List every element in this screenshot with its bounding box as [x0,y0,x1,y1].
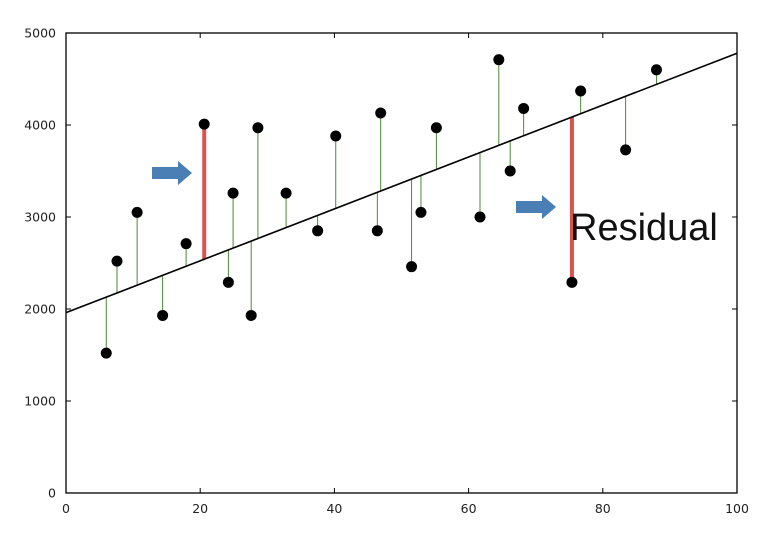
data-point [227,187,239,199]
x-axis-layer: 0 20 40 60 80 100 [62,33,749,516]
data-point [330,130,342,142]
y-tick-label: 0 [48,486,56,501]
data-point [180,238,192,250]
data-point [430,122,442,134]
data-point [504,165,516,177]
data-point [252,122,264,134]
data-point [222,276,234,288]
data-point [280,187,292,199]
data-point [406,261,418,273]
y-tick-label: 4000 [24,118,56,133]
data-point [650,64,662,76]
y-tick-label: 5000 [24,26,56,41]
y-tick-label: 3000 [24,210,56,225]
data-point [375,107,387,119]
data-point [620,144,632,156]
plot-frame [65,32,738,494]
data-point [493,54,505,66]
x-tick-label: 0 [62,501,70,516]
data-point [157,309,169,321]
data-point [198,118,210,130]
data-point [245,309,257,321]
regression-line [65,52,738,314]
data-point [100,347,112,359]
data-point [131,206,143,218]
x-tick-label: 40 [326,501,342,516]
data-point [566,276,578,288]
data-point [312,225,324,237]
x-tick-label: 100 [725,501,749,516]
arrow-pointer-icon [152,161,192,185]
y-tick-label: 2000 [24,302,56,317]
y-tick-label: 1000 [24,394,56,409]
x-tick-label: 20 [192,501,208,516]
data-point [474,211,486,223]
regression-line-layer [65,52,738,314]
plot-frame-layer [65,32,738,494]
data-point [575,85,587,97]
annotation-layer: Residual [152,161,718,249]
data-point [415,206,427,218]
data-point [111,255,123,267]
data-points-layer [100,54,662,359]
data-point [518,102,530,114]
x-tick-label: 60 [461,501,477,516]
x-tick-label: 80 [595,501,611,516]
y-axis-layer: 0 1000 2000 3000 4000 5000 [24,26,737,501]
arrow-pointer-icon [516,195,556,219]
data-point [371,225,383,237]
residual-annotation-label: Residual [570,207,718,249]
